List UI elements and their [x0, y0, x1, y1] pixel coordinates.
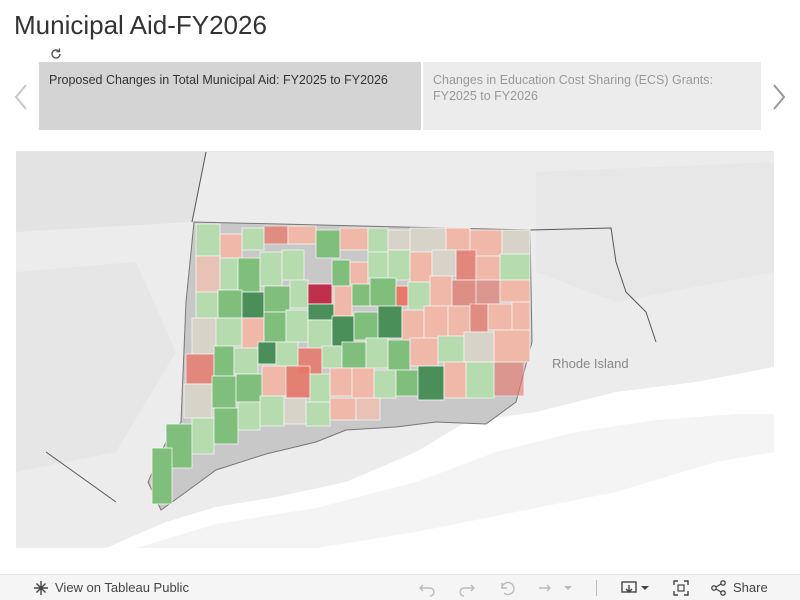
share-icon[interactable] [710, 579, 728, 597]
view-on-tableau-label: View on Tableau Public [55, 580, 189, 595]
story-point-ecs-grants[interactable]: Changes in Education Cost Sharing (ECS) … [423, 62, 761, 130]
fullscreen-icon[interactable] [672, 579, 690, 597]
state-border [529, 227, 657, 343]
story-point-label: Changes in Education Cost Sharing (ECS) … [433, 73, 713, 103]
download-icon[interactable] [620, 579, 650, 597]
state-border [45, 451, 117, 503]
region-label-rhode-island: Rhode Island [552, 356, 629, 371]
undo-icon[interactable] [418, 579, 436, 597]
refresh-data-icon[interactable] [536, 579, 554, 597]
revert-icon[interactable] [498, 579, 516, 597]
divider [16, 151, 774, 152]
chevron-right-icon[interactable] [770, 82, 788, 112]
terrain-shade [536, 162, 774, 302]
map-view[interactable]: Rhode Island [16, 152, 774, 548]
page-title: Municipal Aid-FY2026 [14, 10, 267, 40]
toolbar: View on Tableau Public Share [0, 574, 800, 600]
state-border [191, 152, 207, 223]
map-canvas: Rhode Island [16, 152, 774, 548]
story-point-total-municipal-aid[interactable]: Proposed Changes in Total Municipal Aid:… [39, 62, 421, 130]
tableau-logo-icon [34, 581, 48, 595]
chevron-left-icon[interactable] [12, 82, 30, 112]
terrain-shade [16, 152, 206, 232]
story-point-label: Proposed Changes in Total Municipal Aid:… [49, 73, 388, 87]
long-island [136, 414, 774, 548]
redo-icon[interactable] [458, 579, 476, 597]
refresh-icon[interactable] [49, 47, 63, 61]
chevron-down-icon[interactable] [562, 579, 574, 597]
toolbar-divider [596, 580, 597, 596]
share-label[interactable]: Share [733, 580, 768, 595]
water-body [106, 367, 774, 548]
town-polygons[interactable] [151, 223, 531, 505]
terrain-shade [16, 262, 176, 472]
